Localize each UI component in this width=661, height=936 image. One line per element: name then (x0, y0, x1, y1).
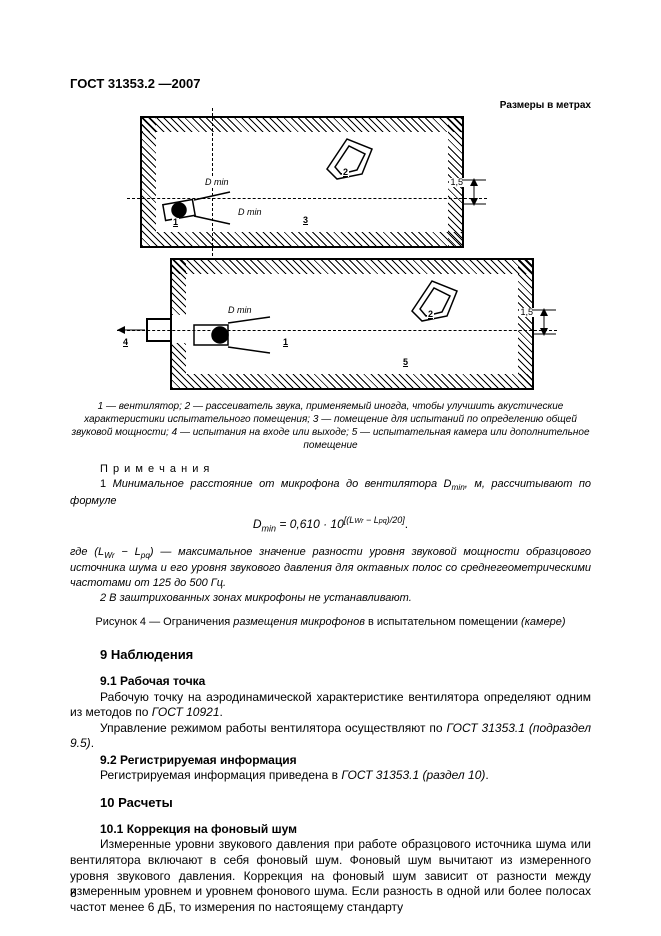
section-10-1-p1: Измеренные уровни звукового давления при… (70, 837, 591, 915)
label-dmin-2: D min (227, 306, 253, 315)
section-9-2-p1: Регистрируемая информация приведена в ГО… (70, 768, 591, 784)
section-9-1-heading: 9.1 Рабочая точка (100, 673, 591, 689)
fan-icon-2 (190, 315, 280, 355)
document-id: ГОСТ 31353.2 —2007 (70, 75, 591, 93)
label-dmin-1a: D min (204, 178, 230, 187)
section-9-1-p1: Рабочую точку на аэродинамической характ… (70, 690, 591, 721)
note-2: 2 В заштрихованных зонах микрофоны не ус… (70, 591, 591, 605)
dimensions-note: Размеры в метрах (70, 99, 591, 113)
label-4: 4 (122, 338, 129, 347)
label-5: 5 (402, 358, 409, 367)
diagram-room-2: D min 1 2 4 5 1,5 (170, 258, 534, 390)
note-where: где (LWr − Lpq) — максимальное значение … (70, 545, 591, 591)
diagram-room-1: D min D min 1 2 3 1,5 (140, 116, 464, 248)
page-number: 8 (70, 885, 77, 901)
section-10-heading: 10 Расчеты (100, 794, 591, 812)
label-1b: 1 (282, 338, 289, 347)
notes-header: П р и м е ч а н и я (100, 462, 591, 477)
dimension-arrow-1 (462, 178, 486, 208)
section-9-heading: 9 Наблюдения (100, 646, 591, 664)
label-dmin-1b: D min (237, 208, 263, 217)
section-9-1-p2: Управление режимом работы вентилятора ос… (70, 721, 591, 752)
label-2b: 2 (427, 310, 434, 319)
figure-caption: Рисунок 4 — Ограничения размещения микро… (70, 615, 591, 630)
diagrams-container: D min D min 1 2 3 1,5 (70, 116, 591, 390)
label-1: 1 (172, 218, 179, 227)
label-2: 2 (342, 168, 349, 177)
section-9-2-heading: 9.2 Регистрируемая информация (100, 752, 591, 768)
dimension-arrow-2 (532, 308, 556, 338)
notes-block: П р и м е ч а н и я 1 Минимальное рассто… (70, 462, 591, 508)
formula: Dmin = 0,610 · 10[(LWr − Lpq)/20]. (70, 514, 591, 535)
arrow-4 (117, 324, 147, 336)
figure-legend: 1 — вентилятор; 2 — рассеиватель звука, … (70, 400, 591, 452)
section-10-1-heading: 10.1 Коррекция на фоновый шум (100, 821, 591, 837)
label-3: 3 (302, 216, 309, 225)
